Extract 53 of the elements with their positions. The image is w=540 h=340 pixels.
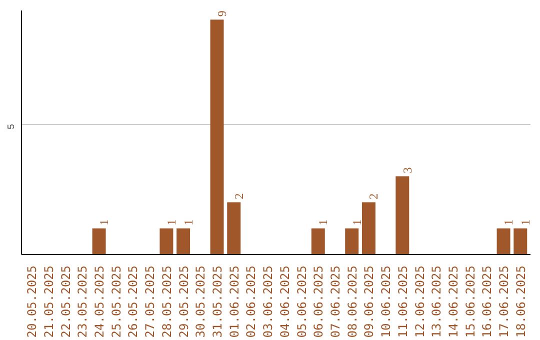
x-tick-label: 08.06.2025 <box>345 265 360 338</box>
data-label: 1 <box>502 219 516 226</box>
x-tick-label: 18.06.2025 <box>514 265 528 338</box>
data-label: 2 <box>232 193 246 200</box>
y-tick-label: 5 <box>6 124 16 130</box>
x-tick-label: 12.06.2025 <box>412 265 427 338</box>
data-label: 1 <box>316 219 330 226</box>
x-tick-label: 02.06.2025 <box>244 265 258 338</box>
data-label: 1 <box>350 219 364 226</box>
x-tick-label: 10.06.2025 <box>379 265 394 338</box>
data-label: 2 <box>366 193 381 200</box>
x-tick-label: 20.05.2025 <box>25 265 40 338</box>
bar <box>210 20 224 254</box>
data-label: 3 <box>400 167 414 174</box>
x-tick-label: 09.06.2025 <box>362 265 376 338</box>
x-tick-label: 07.06.2025 <box>328 265 342 338</box>
x-tick-label: 04.06.2025 <box>278 265 292 338</box>
x-tick-label: 22.05.2025 <box>58 265 73 338</box>
x-tick-label: 29.05.2025 <box>176 265 191 338</box>
x-tick-label: 26.05.2025 <box>126 265 140 338</box>
bar <box>227 202 241 254</box>
x-tick-label: 03.06.2025 <box>261 265 276 338</box>
data-label: 1 <box>518 219 532 226</box>
x-tick-label: 31.05.2025 <box>210 265 225 338</box>
data-label: 1 <box>164 219 178 226</box>
x-tick-label: 27.05.2025 <box>143 265 158 338</box>
x-tick-label: 30.05.2025 <box>194 265 208 338</box>
x-tick-label: 23.05.2025 <box>76 265 90 338</box>
x-tick-label: 25.05.2025 <box>109 265 124 338</box>
bar <box>514 228 528 254</box>
x-tick-label: 14.06.2025 <box>446 265 460 338</box>
x-tick-label: 16.06.2025 <box>480 265 494 338</box>
x-tick-label: 15.06.2025 <box>463 265 478 338</box>
bar <box>160 228 174 254</box>
x-tick-label: 21.05.2025 <box>42 265 56 338</box>
x-tick-label: 06.06.2025 <box>312 265 326 338</box>
bar <box>311 228 325 254</box>
bar <box>176 228 190 254</box>
x-tick-label: 24.05.2025 <box>92 265 107 338</box>
x-tick-label: 11.06.2025 <box>396 265 410 338</box>
x-tick-label: 01.06.2025 <box>227 265 242 338</box>
data-label: 9 <box>215 10 230 17</box>
bar <box>496 228 510 254</box>
x-tick-label: 28.05.2025 <box>160 265 174 338</box>
bar <box>396 176 410 254</box>
data-label: 1 <box>181 219 196 226</box>
bar <box>92 228 106 254</box>
bar <box>345 228 359 254</box>
x-tick-label: 05.06.2025 <box>294 265 309 338</box>
data-label: 1 <box>97 219 112 226</box>
bar <box>362 202 376 254</box>
x-tick-label: 13.06.2025 <box>430 265 444 338</box>
x-tick-label: 17.06.2025 <box>497 265 512 338</box>
